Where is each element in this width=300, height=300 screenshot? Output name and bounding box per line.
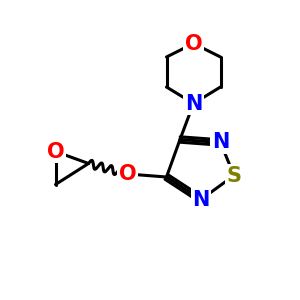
Text: S: S	[226, 166, 242, 185]
Text: N: N	[192, 190, 210, 209]
Text: N: N	[212, 133, 229, 152]
Text: O: O	[185, 34, 202, 53]
Text: O: O	[47, 142, 64, 161]
Text: O: O	[119, 164, 136, 184]
Text: N: N	[185, 94, 202, 113]
